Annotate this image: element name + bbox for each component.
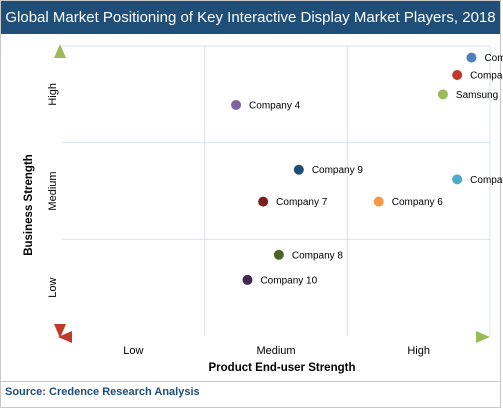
data-point-label: Company 10 <box>260 275 317 286</box>
data-point-marker <box>452 70 463 80</box>
data-point-label: Company 5 <box>470 175 503 186</box>
data-point-group: Company 7 <box>258 196 328 208</box>
data-point-group: Company 9 <box>293 164 364 176</box>
data-point-marker <box>273 249 284 260</box>
footer-divider <box>1 381 500 382</box>
data-point-marker <box>466 52 477 63</box>
x-axis-arrowhead-left <box>58 331 72 343</box>
source-note: Source: Credence Research Analysis <box>5 386 200 398</box>
data-point-marker <box>293 164 304 175</box>
data-points: Company 1 Company 2 Samsung Company 4 Compan… <box>231 52 503 286</box>
data-point-group: Company 6 <box>373 196 444 208</box>
data-point-marker <box>258 196 269 207</box>
data-point-group: Company 8 <box>273 249 344 261</box>
data-point-marker <box>373 196 384 207</box>
data-point-label: Company 2 <box>470 71 503 82</box>
y-tick-label: Low <box>47 278 59 298</box>
data-point-marker <box>437 89 448 100</box>
y-axis-arrowhead-bottom <box>54 324 66 338</box>
y-axis-title: Business Strength <box>23 154 35 256</box>
data-point-group: Company 1 <box>466 52 503 64</box>
data-point-marker <box>242 274 253 285</box>
x-tick-label: Medium <box>256 345 295 357</box>
title-bar: Global Market Positioning of Key Interac… <box>1 1 500 34</box>
axes <box>54 44 490 343</box>
y-tick-labels: Low Medium High <box>47 83 59 298</box>
data-point-label: Samsung <box>456 90 498 101</box>
data-point-group: Samsung <box>437 89 498 101</box>
data-point-label: Company 9 <box>312 165 364 176</box>
data-point-group: Company 4 <box>231 99 301 111</box>
data-point-label: Company 4 <box>249 100 301 111</box>
data-point-label: Company 1 <box>484 53 503 64</box>
data-point-group: Company 5 <box>452 174 503 186</box>
x-axis-title: Product End-user Strength <box>209 362 356 374</box>
gridlines <box>62 45 491 336</box>
data-point-group: Company 2 <box>452 70 503 82</box>
chart-title: Global Market Positioning of Key Interac… <box>5 9 496 26</box>
y-tick-label: High <box>47 83 59 106</box>
data-point-group: Company 10 <box>242 274 318 286</box>
x-tick-label: Low <box>123 345 143 357</box>
data-point-label: Company 8 <box>292 250 344 261</box>
data-point-marker <box>452 174 463 185</box>
x-tick-label: High <box>407 345 430 357</box>
x-tick-labels: Low Medium High <box>123 345 430 357</box>
x-axis-arrowhead <box>476 331 490 343</box>
data-point-label: Company 6 <box>392 197 444 208</box>
y-tick-label: Medium <box>47 171 59 210</box>
y-axis-arrowhead <box>54 44 66 58</box>
data-point-marker <box>231 99 242 110</box>
data-point-label: Company 7 <box>276 197 328 208</box>
